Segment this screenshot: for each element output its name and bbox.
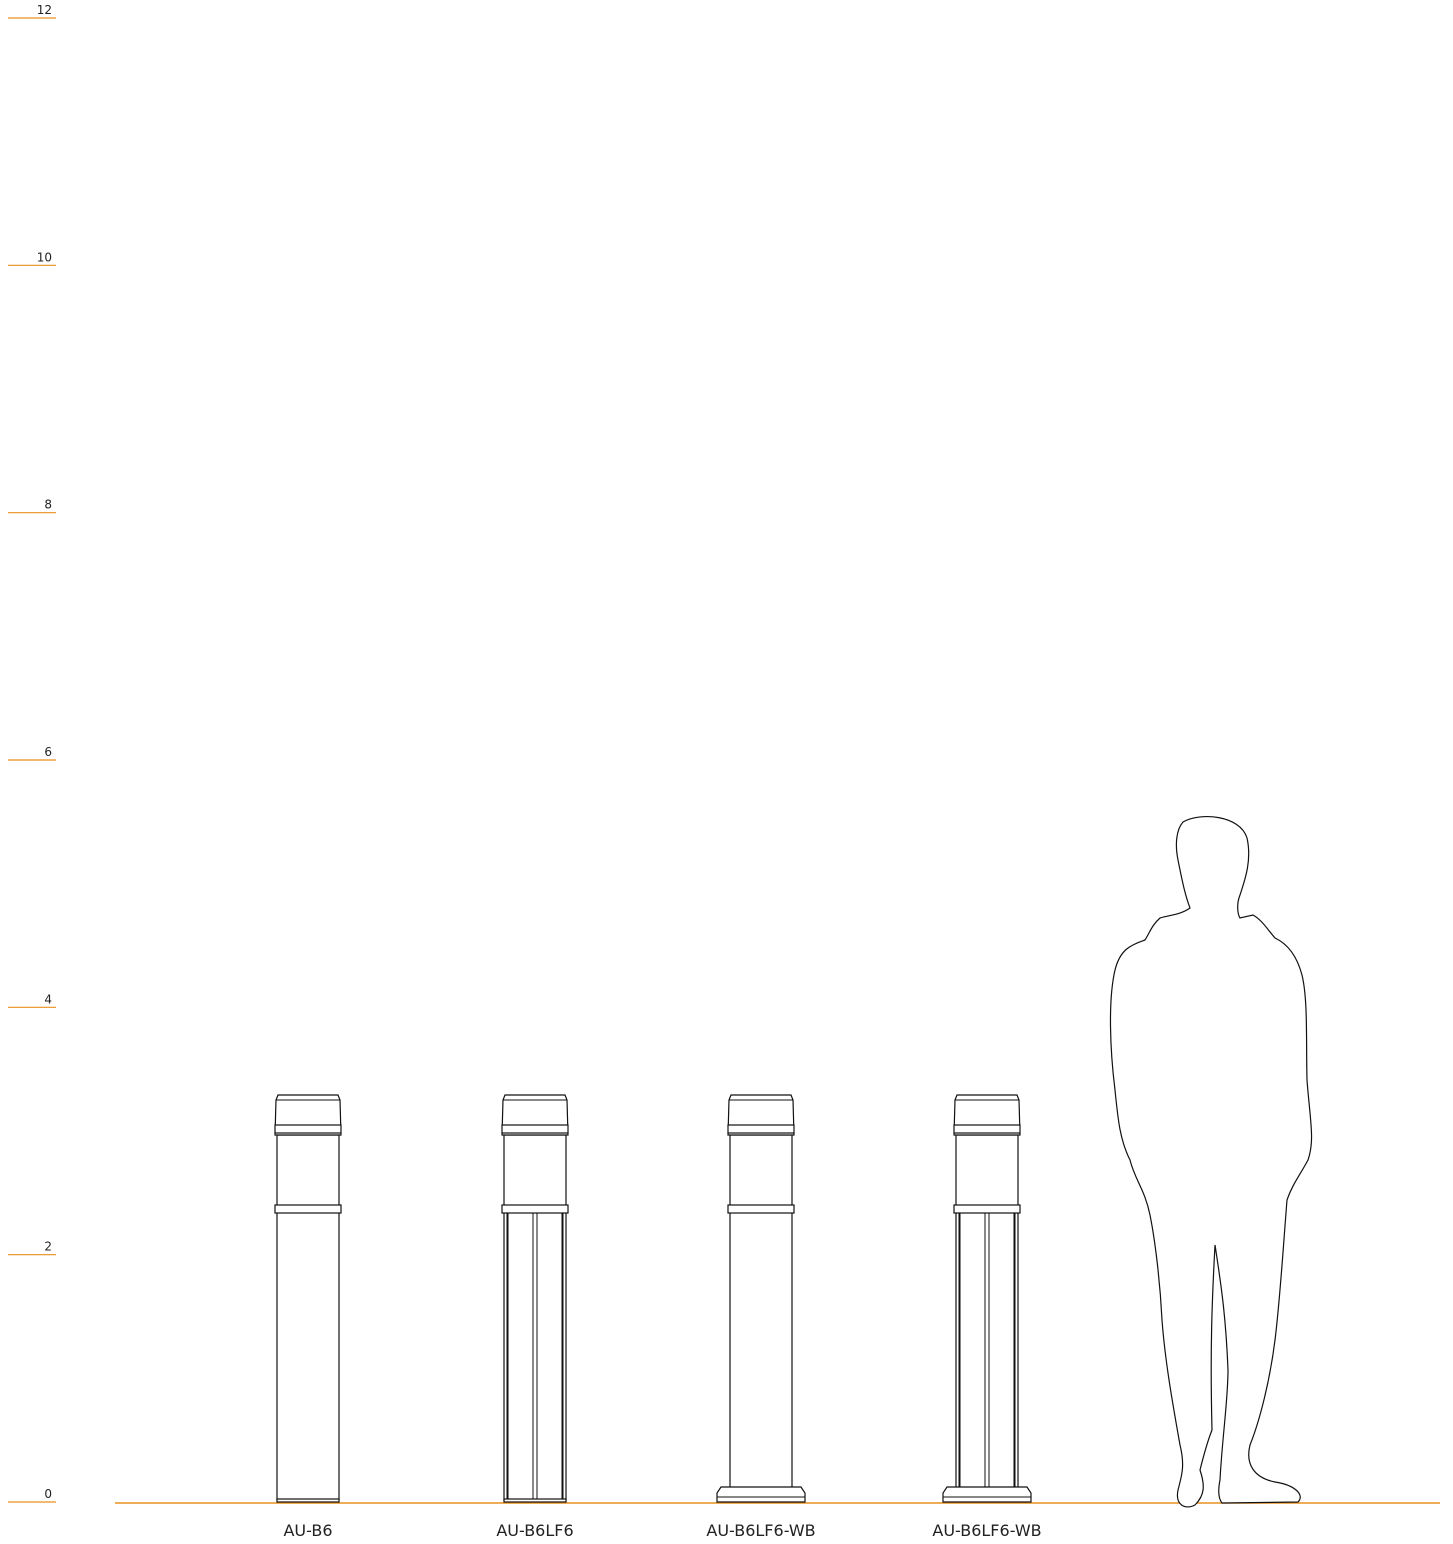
scale-label: 6: [44, 745, 52, 759]
bollard-base: [716, 1486, 806, 1503]
bollard-body: [276, 1134, 340, 1501]
scale-label: 8: [44, 498, 52, 512]
bollard-foot: [276, 1498, 340, 1503]
bollard-body: [955, 1134, 1019, 1501]
product-label: AU-B6LF6-WB: [932, 1521, 1041, 1540]
bollard-band: [727, 1124, 795, 1134]
bollard-ring: [953, 1204, 1021, 1214]
bollard-body: [503, 1134, 567, 1501]
product-label: AU-B6LF6: [496, 1521, 573, 1540]
scale-label: 12: [37, 3, 52, 17]
bollard-ring: [274, 1204, 342, 1214]
bollard-band: [501, 1124, 569, 1134]
bollard-ring: [501, 1204, 569, 1214]
person-silhouette: [1109, 816, 1313, 1508]
product-label: AU-B6LF6-WB: [706, 1521, 815, 1540]
scale-label: 10: [37, 250, 52, 264]
product-label: AU-B6: [283, 1521, 332, 1540]
bollard-band: [953, 1124, 1021, 1134]
bollard-ring: [727, 1204, 795, 1214]
scale-label: 2: [44, 1240, 52, 1254]
bollard-base: [942, 1486, 1032, 1503]
bollard-foot: [503, 1498, 567, 1503]
scale-label: 0: [44, 1487, 52, 1501]
bollard-band: [274, 1124, 342, 1134]
scale-label: 4: [44, 992, 52, 1006]
bollard-body: [729, 1134, 793, 1501]
